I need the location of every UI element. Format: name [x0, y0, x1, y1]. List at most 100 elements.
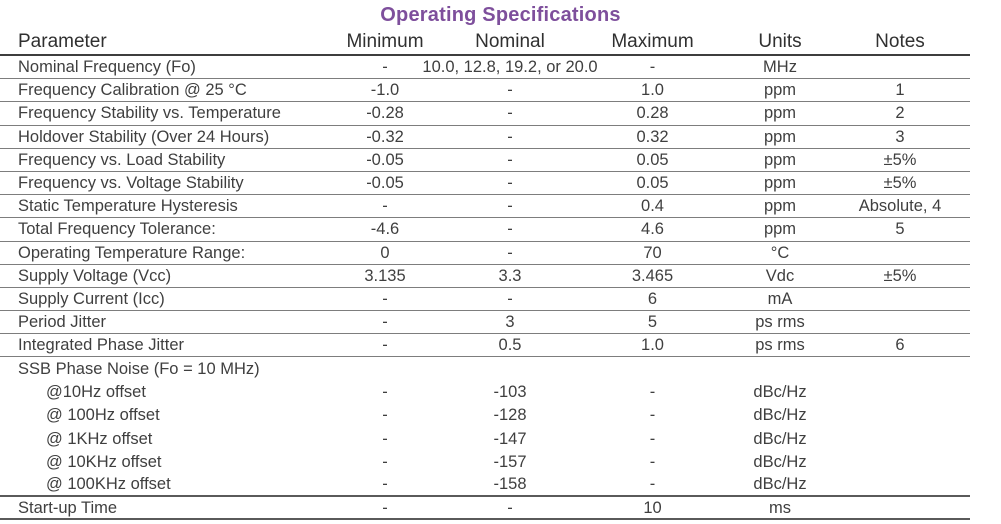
cell-parameter: @ 10KHz offset	[46, 452, 162, 471]
cell-parameter: Frequency Stability vs. Temperature	[18, 104, 281, 123]
cell-units: ps rms	[755, 313, 805, 332]
cell-nominal: -	[507, 498, 513, 517]
cell-nominal: -	[507, 174, 513, 193]
table-row: @ 100KHz offset - -158 - dBc/Hz	[0, 473, 970, 497]
cell-nominal: -	[507, 197, 513, 216]
cell-parameter: @10Hz offset	[46, 383, 146, 402]
cell-parameter: @ 100Hz offset	[46, 406, 160, 425]
cell-units: °C	[770, 243, 790, 262]
cell-minimum: -	[382, 475, 388, 494]
cell-nominal: -	[507, 220, 513, 239]
cell-notes: 5	[895, 220, 905, 239]
cell-nominal: -	[507, 104, 513, 123]
cell-nominal: -	[507, 81, 513, 100]
cell-parameter: Static Temperature Hysteresis	[18, 197, 238, 216]
cell-minimum: -1.0	[370, 81, 400, 100]
cell-minimum: 0	[380, 243, 390, 262]
cell-parameter: SSB Phase Noise (Fo = 10 MHz)	[18, 360, 260, 379]
table-row: Frequency vs. Voltage Stability -0.05 - …	[0, 172, 970, 196]
cell-notes: ±5%	[883, 266, 917, 285]
table-row: Start-up Time - - 10 ms	[0, 497, 970, 520]
cell-minimum: 3.135	[364, 266, 406, 285]
cell-units: ppm	[763, 127, 797, 146]
table-header-row: Parameter Minimum Nominal Maximum Units …	[0, 30, 970, 56]
cell-parameter: Holdover Stability (Over 24 Hours)	[18, 127, 270, 146]
cell-units: dBc/Hz	[753, 429, 807, 448]
table-row: Static Temperature Hysteresis - - 0.4 pp…	[0, 195, 970, 219]
cell-units: mA	[767, 289, 793, 308]
cell-maximum: 0.05	[636, 150, 669, 169]
cell-parameter: Period Jitter	[18, 313, 107, 332]
cell-nominal: -157	[493, 452, 527, 471]
cell-notes: 2	[895, 104, 905, 123]
header-cell-parameter: Parameter	[18, 31, 107, 52]
cell-parameter: @ 1KHz offset	[46, 429, 153, 448]
table-row: Integrated Phase Jitter - 0.5 1.0 ps rms…	[0, 334, 970, 358]
cell-minimum: -	[382, 58, 388, 77]
cell-parameter: Operating Temperature Range:	[18, 243, 246, 262]
cell-minimum: -0.28	[366, 104, 404, 123]
cell-nominal: 10.0, 12.8, 19.2, or 20.0	[422, 58, 598, 77]
cell-parameter: Frequency vs. Load Stability	[18, 150, 226, 169]
cell-notes: ±5%	[883, 150, 917, 169]
table-row: @ 10KHz offset - -157 - dBc/Hz	[0, 450, 970, 473]
cell-maximum: -	[649, 58, 656, 77]
cell-maximum: 3.465	[631, 266, 674, 285]
cell-minimum: -	[382, 406, 388, 425]
cell-minimum: -0.05	[366, 150, 404, 169]
cell-minimum: -0.05	[366, 174, 404, 193]
cell-units: ppm	[763, 150, 797, 169]
cell-units: ppm	[763, 174, 797, 193]
cell-maximum: 5	[647, 313, 658, 332]
cell-nominal: -	[507, 289, 513, 308]
cell-minimum: -4.6	[370, 220, 400, 239]
header-cell-nominal: Nominal	[475, 31, 545, 52]
cell-nominal: 0.5	[498, 336, 522, 355]
table-row: SSB Phase Noise (Fo = 10 MHz)	[0, 357, 970, 380]
cell-maximum: -	[649, 429, 656, 448]
cell-minimum: -	[382, 336, 388, 355]
cell-units: ppm	[763, 220, 797, 239]
cell-units: MHz	[763, 58, 797, 77]
table-body: Nominal Frequency (Fo) - 10.0, 12.8, 19.…	[0, 56, 970, 520]
cell-units: dBc/Hz	[753, 475, 807, 494]
cell-maximum: 0.32	[636, 127, 669, 146]
cell-minimum: -	[382, 197, 388, 216]
cell-parameter: Supply Voltage (Vcc)	[18, 266, 172, 285]
cell-minimum: -0.32	[366, 127, 404, 146]
cell-nominal: -128	[493, 406, 527, 425]
cell-minimum: -	[382, 452, 388, 471]
cell-parameter: Total Frequency Tolerance:	[18, 220, 216, 239]
cell-nominal: -	[507, 127, 513, 146]
header-cell-units: Units	[758, 31, 802, 52]
cell-maximum: 0.28	[636, 104, 669, 123]
cell-maximum: 4.6	[641, 220, 664, 239]
cell-maximum: 70	[643, 243, 662, 262]
cell-nominal: 3.3	[498, 266, 522, 285]
header-cell-maximum: Maximum	[611, 31, 694, 52]
cell-units: dBc/Hz	[753, 383, 807, 402]
cell-notes: 1	[895, 81, 905, 100]
table-row: Operating Temperature Range: 0 - 70 °C	[0, 242, 970, 265]
header-cell-minimum: Minimum	[346, 31, 424, 52]
cell-units: ppm	[763, 104, 797, 123]
table-row: @ 100Hz offset - -128 - dBc/Hz	[0, 404, 970, 427]
cell-minimum: -	[382, 289, 388, 308]
cell-units: Vdc	[765, 266, 795, 285]
cell-nominal: -158	[493, 475, 527, 494]
header-cell-notes: Notes	[875, 31, 925, 52]
cell-maximum: -	[649, 383, 656, 402]
cell-nominal: -147	[493, 429, 527, 448]
cell-maximum: 1.0	[641, 81, 664, 100]
cell-maximum: -	[649, 452, 656, 471]
cell-notes: 3	[895, 127, 905, 146]
cell-parameter: @ 100KHz offset	[46, 475, 171, 494]
cell-minimum: -	[382, 313, 388, 332]
table-row: Frequency Calibration @ 25 °C -1.0 - 1.0…	[0, 79, 970, 103]
table-row: Total Frequency Tolerance: -4.6 - 4.6 pp…	[0, 218, 970, 242]
cell-units: ms	[769, 498, 791, 517]
cell-maximum: 10	[643, 498, 662, 517]
cell-units: ps rms	[755, 336, 805, 355]
cell-nominal: 3	[505, 313, 515, 332]
